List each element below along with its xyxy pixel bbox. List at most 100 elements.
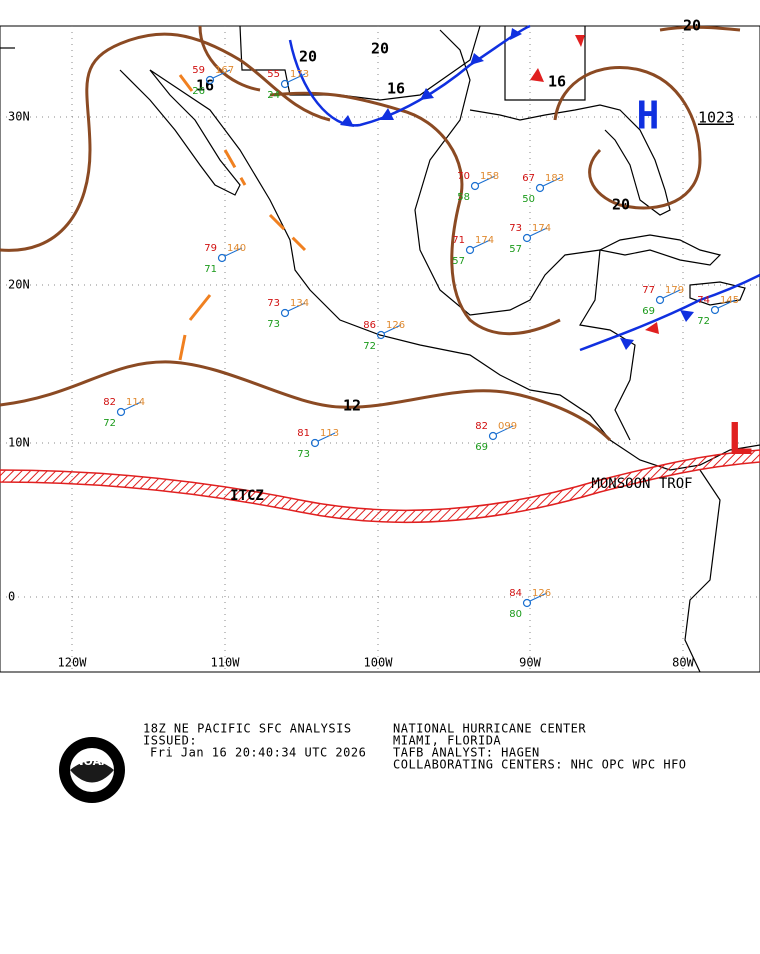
station-pressure: 167 [215,65,234,76]
station-symbol [535,183,545,193]
station-dew: 73 [297,449,310,460]
station-pressure: 158 [480,171,499,182]
station-pressure: 126 [532,588,551,599]
station-dew: 24 [267,90,280,101]
stationary-front [579,273,760,352]
station-dew: 72 [363,341,376,352]
station-temp: 55 [267,69,280,80]
footer-location: MIAMI, FLORIDA [393,734,501,748]
station-pressure: 179 [665,285,684,296]
station-symbol [376,330,386,340]
station-pressure: 174 [532,223,551,234]
station-symbol [280,79,290,89]
footer-analyst: TAFB ANALYST: HAGEN [393,746,540,760]
itcz [0,449,760,524]
isobar-label: 20 [683,17,701,35]
high-center: H [637,94,660,138]
station-pressure: 183 [545,173,564,184]
wind-barb [383,324,402,334]
station-symbol [280,308,290,318]
noaa-logo: NOAA [59,737,125,803]
trough [178,294,212,361]
footer-product: 18Z NE PACIFIC SFC ANALYSIS [143,722,352,736]
lon-label: 120W [58,656,88,670]
station-temp: 79 [204,243,217,254]
wind-barb [317,432,336,442]
station-pressure: 145 [720,295,739,306]
isobars [0,25,741,442]
station-dew: 69 [475,442,488,453]
station-symbol [470,181,480,191]
wind-barb [662,289,681,299]
station-symbol [217,253,227,263]
station-pressure: 134 [290,298,309,309]
footer-center: NATIONAL HURRICANE CENTER [393,722,586,736]
station-dew: 57 [452,256,465,267]
station-symbol [522,598,532,608]
footer-issued: ISSUED: [143,734,197,748]
trough [178,74,307,252]
wind-barb [224,247,243,257]
wind-barb [529,592,548,602]
station-temp: 74 [697,295,710,306]
itcz-label: ITCZ [230,488,264,504]
lat-label: 20N [8,278,30,292]
wind-barb [529,227,548,237]
isobar-label: 16 [387,80,405,98]
isobar-label: 16 [548,73,566,91]
svg-text:NOAA: NOAA [74,755,110,768]
low-center: L [727,414,754,465]
lat-label: 0 [8,590,15,604]
wind-barb [717,299,736,309]
station-temp: 70 [457,171,470,182]
station-temp: 73 [509,223,522,234]
station-dew: 73 [267,319,280,330]
wind-barb [472,239,491,249]
isobar-label: 16 [196,77,214,95]
station-dew: 80 [509,609,522,620]
station-symbol [522,233,532,243]
station-temp: 84 [509,588,522,599]
lat-label: 10N [8,436,30,450]
labels: 30N 20N 10N 0 120W 110W 100W 90W 80W 20 20 16 16 16 20… [8,17,753,670]
station-dew: 58 [457,192,470,203]
station-dew: 72 [103,418,116,429]
grid [0,26,760,672]
station-temp: 71 [452,235,465,246]
station-pressure: 114 [126,397,145,408]
station-temp: 82 [103,397,116,408]
lon-label: 100W [364,656,394,670]
station-temp: 67 [522,173,535,184]
stations: 59 167 26 55 173 24 79 140 71 73 134 73 86 126 72 82 114… [103,65,739,620]
monsoon-label: MONSOON TROF [591,476,692,492]
station-temp: 73 [267,298,280,309]
high-pressure: 1023 [698,109,734,127]
station-pressure: 173 [290,69,309,80]
station-dew: 57 [509,244,522,255]
station-temp: 59 [192,65,205,76]
wind-barb [212,69,231,79]
lon-label: 80W [672,656,694,670]
station-pressure: 113 [320,428,339,439]
lat-label: 30N [8,110,30,124]
station-dew: 50 [522,194,535,205]
station-symbol [205,75,215,85]
wind-barb [287,302,306,312]
station-pressure: 126 [386,320,405,331]
lon-label: 90W [519,656,541,670]
station-symbol [710,305,720,315]
station-pressure: 174 [475,235,494,246]
wind-barb [123,401,142,411]
station-symbol [488,431,498,441]
station-symbol [310,438,320,448]
wind-barb [495,425,514,435]
isobar-label: 20 [612,196,630,214]
station-temp: 86 [363,320,376,331]
station-pressure: 140 [227,243,246,254]
wind-barb [542,177,561,187]
station-dew: 26 [192,86,205,97]
station-symbol [116,407,126,417]
station-symbol [655,295,665,305]
wind-barb [287,73,306,83]
